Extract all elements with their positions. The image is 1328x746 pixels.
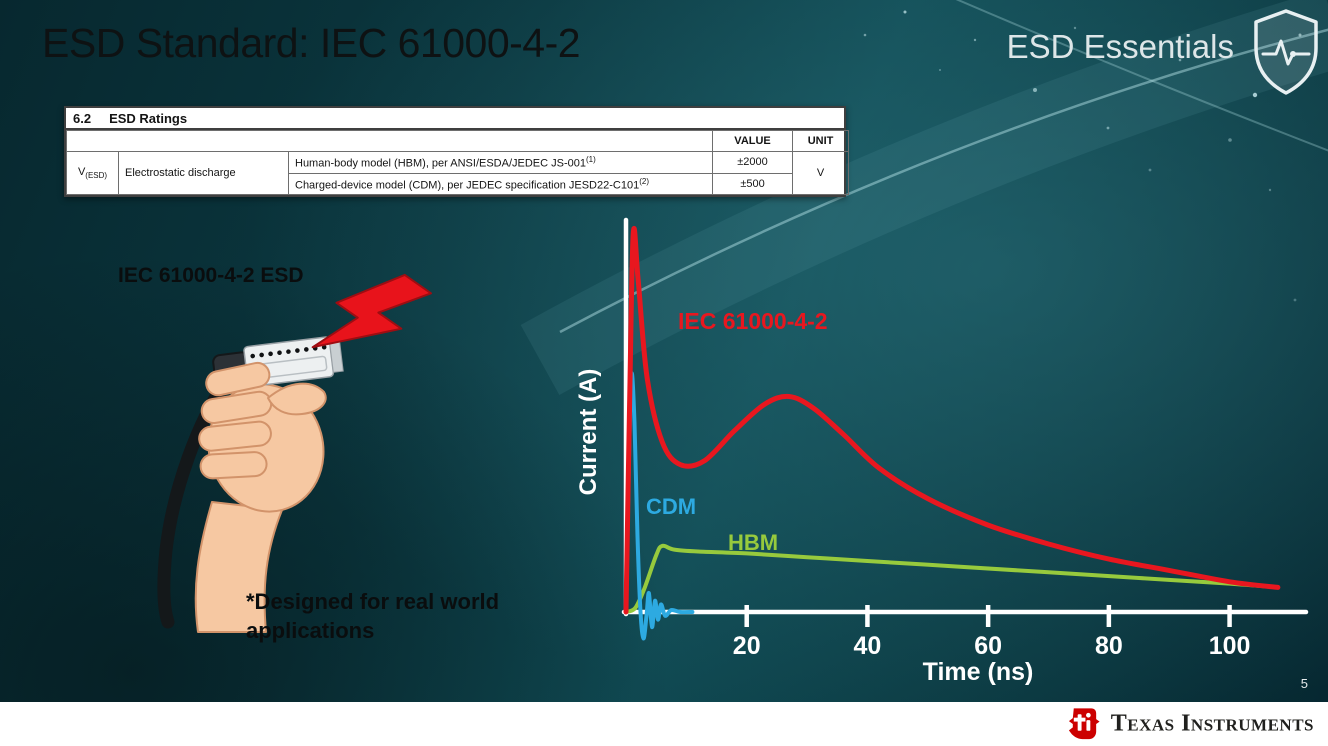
header-blank-cell xyxy=(65,130,714,152)
footer-bar: Texas Instruments xyxy=(0,702,1328,746)
page-title: ESD Standard: IEC 61000-4-2 xyxy=(42,20,581,66)
svg-text:60: 60 xyxy=(974,632,1002,660)
cdm-desc: Charged-device model (CDM), per JEDEC sp… xyxy=(295,179,640,192)
hbm-desc-cell: Human-body model (HBM), per ANSI/ESDA/JE… xyxy=(287,151,714,174)
cdm-footnote: (2) xyxy=(639,176,649,186)
parameter-cell: Electrostatic discharge xyxy=(118,150,289,196)
lightning-bolt-icon xyxy=(311,273,432,349)
svg-text:20: 20 xyxy=(733,632,761,660)
ti-logo: Texas Instruments xyxy=(1066,706,1314,743)
symbol-cell: V(ESD) xyxy=(66,150,119,196)
series-label-iec: IEC 61000-4-2 xyxy=(678,308,828,334)
symbol-sub: (ESD) xyxy=(85,171,108,181)
designed-caption: *Designed for real world applications xyxy=(246,589,500,643)
waveform-plot: 20 40 60 80 100 xyxy=(621,217,1309,660)
series-label-hbm: HBM xyxy=(728,530,779,555)
y-axis-label: Current (A) xyxy=(575,368,602,496)
hand-fingers xyxy=(198,361,327,480)
esd-waveform-chart: 20 40 60 80 100 Current (A) Time (ns) IEC 61… xyxy=(560,212,1320,702)
series-label-cdm: CDM xyxy=(646,494,697,519)
hbm-desc: Human-body model (HBM), per ANSI/ESDA/JE… xyxy=(295,157,586,170)
svg-text:100: 100 xyxy=(1209,632,1251,660)
page-number: 5 xyxy=(1300,676,1308,691)
ti-wordmark: Texas Instruments xyxy=(1110,710,1314,737)
esd-shield-icon xyxy=(1254,9,1318,95)
table-header-row: VALUE UNIT xyxy=(65,130,850,152)
svg-text:80: 80 xyxy=(1095,632,1123,660)
ratings-grid: VALUE UNIT V(ESD) Electrostatic discharg… xyxy=(65,130,850,196)
table-section-title: ESD Ratings xyxy=(109,111,188,126)
iec-esd-label: IEC 61000-4-2 ESD xyxy=(118,264,304,287)
header-unit: UNIT xyxy=(792,130,850,152)
ti-bug-icon xyxy=(1068,708,1100,740)
hand-connector-illustration xyxy=(157,273,432,633)
header-value: VALUE xyxy=(712,130,794,152)
cdm-value-cell: ±500 xyxy=(712,172,794,196)
series-brand-label: ESD Essentials xyxy=(1006,28,1234,65)
table-caption: 6.2 ESD Ratings xyxy=(66,108,844,130)
table-section-number: 6.2 xyxy=(73,111,92,126)
table-row: Charged-device model (CDM), per JEDEC sp… xyxy=(67,172,849,196)
x-axis-label: Time (ns) xyxy=(922,658,1034,686)
table-row: V(ESD) Electrostatic discharge Human-bod… xyxy=(66,150,850,196)
cdm-desc-cell: Charged-device model (CDM), per JEDEC sp… xyxy=(287,172,714,196)
hbm-footnote: (1) xyxy=(586,155,596,164)
hbm-value-cell: ±2000 xyxy=(712,151,794,174)
svg-text:40: 40 xyxy=(854,632,882,660)
esd-ratings-table: 6.2 ESD Ratings VALUE UNIT V(ESD) Electro… xyxy=(64,106,850,198)
unit-cell: V xyxy=(792,150,850,196)
symbol-base: V xyxy=(77,166,86,179)
